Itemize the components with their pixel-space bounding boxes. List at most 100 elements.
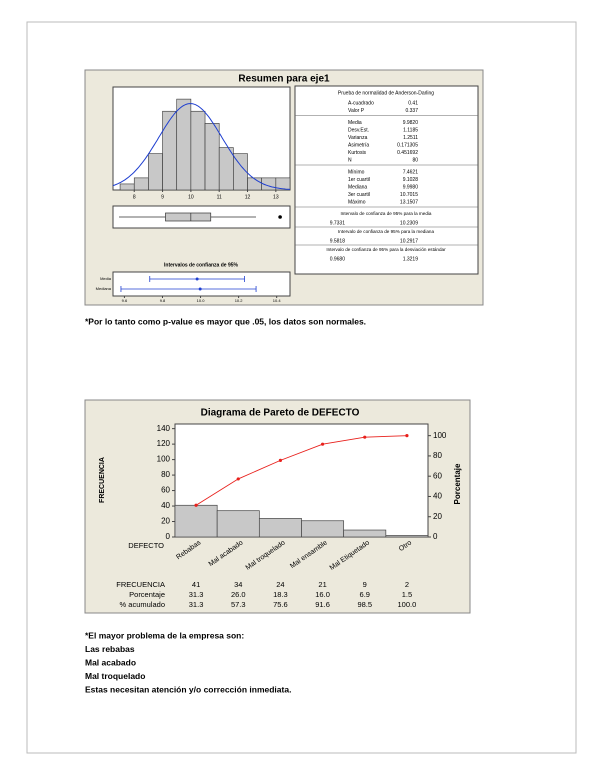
stat-label: A-cuadrado bbox=[348, 100, 374, 106]
ci-frame bbox=[112, 271, 291, 297]
stat-label: Asimetría bbox=[348, 142, 369, 148]
table-value: 26.0 bbox=[231, 590, 246, 599]
normal-curve bbox=[112, 103, 291, 190]
interval-value: 0.9680 bbox=[330, 256, 346, 262]
histogram-bar bbox=[204, 123, 220, 191]
ci-estimate bbox=[198, 287, 202, 291]
bar bbox=[258, 518, 302, 538]
stat-label: N bbox=[348, 157, 352, 163]
table-value: 41 bbox=[192, 580, 200, 589]
histogram-bar bbox=[218, 147, 234, 191]
page-frame bbox=[26, 21, 577, 754]
summary-title: Resumen para eje1 bbox=[238, 74, 330, 85]
table-value: 2 bbox=[405, 580, 409, 589]
y-tick-label: 0 bbox=[166, 532, 171, 541]
table-value: 9 bbox=[363, 580, 367, 589]
y-tick-label: 40 bbox=[161, 501, 170, 510]
stat-value: 0.41 bbox=[408, 100, 418, 106]
stat-value: 0.337 bbox=[405, 108, 418, 114]
histogram-bar bbox=[148, 153, 163, 191]
x-tick-label: 9.6 bbox=[122, 298, 128, 303]
bar bbox=[216, 510, 260, 538]
table-value: 31.3 bbox=[189, 590, 204, 599]
y-tick-label: 60 bbox=[161, 486, 170, 495]
histogram-bar bbox=[133, 177, 149, 191]
table-value: 21 bbox=[318, 580, 326, 589]
table-value: 98.5 bbox=[357, 600, 372, 609]
histogram-bar bbox=[247, 177, 262, 191]
cumulative-point bbox=[278, 458, 283, 462]
bar bbox=[385, 535, 429, 538]
stat-value: 10.7015 bbox=[400, 192, 418, 198]
stat-label: Desv.Est. bbox=[348, 127, 369, 133]
box bbox=[165, 212, 212, 222]
table-value: 91.6 bbox=[315, 600, 330, 609]
table-value: 75.6 bbox=[273, 600, 288, 609]
y-axis-label: FRECUENCIA bbox=[99, 457, 106, 503]
histogram-bar bbox=[162, 110, 178, 191]
cumulative-point bbox=[236, 477, 240, 481]
interval-label: Intervalo de confianza de 95% para la de… bbox=[326, 247, 446, 252]
table-value: 18.3 bbox=[273, 590, 288, 599]
stat-label: Mínimo bbox=[348, 169, 365, 175]
histogram-bar bbox=[119, 183, 135, 191]
x-tick-label: 10 bbox=[188, 194, 194, 200]
y-tick-label: 20 bbox=[161, 517, 170, 526]
interval-label: Intervalo de confianza de 95% para la me… bbox=[338, 229, 434, 234]
y2-axis-label: Porcentaje bbox=[453, 463, 462, 504]
stat-value: 0.451692 bbox=[397, 150, 418, 156]
stat-value: 9.9820 bbox=[403, 120, 419, 126]
y2-tick-label: 100 bbox=[433, 431, 447, 440]
x-tick-label: 10.2 bbox=[235, 298, 244, 303]
stat-label: Valor P bbox=[348, 108, 365, 114]
row-label: % acumulado bbox=[120, 600, 165, 609]
x-tick-label: 10.4 bbox=[273, 298, 282, 303]
y-tick-label: 100 bbox=[157, 455, 171, 464]
x-tick-label: 8 bbox=[133, 194, 136, 200]
y2-tick-label: 60 bbox=[433, 471, 442, 480]
x-tick-label: 13 bbox=[273, 194, 279, 200]
table-value: 6.9 bbox=[360, 590, 370, 599]
cumulative-point bbox=[194, 503, 198, 507]
table-value: 34 bbox=[234, 580, 242, 589]
stat-value: 1.2511 bbox=[403, 135, 418, 141]
x-tick-label: 9 bbox=[161, 194, 164, 200]
interval-value: 9.7331 bbox=[330, 220, 346, 226]
row-label: FRECUENCIA bbox=[116, 580, 165, 589]
x-tick-label: 12 bbox=[245, 194, 251, 200]
table-value: 16.0 bbox=[315, 590, 330, 599]
cumulative-point bbox=[320, 442, 325, 446]
row-label: Porcentaje bbox=[129, 590, 165, 599]
outlier bbox=[278, 215, 282, 219]
note-line: Mal acabado bbox=[85, 657, 136, 667]
interval-label: Intervalo de confianza de 95% para la me… bbox=[341, 211, 432, 216]
x-tick-label: 10.0 bbox=[197, 298, 206, 303]
ci-title: Intervalos de confianza de 95% bbox=[164, 262, 238, 268]
x-tick-label: 11 bbox=[217, 194, 222, 200]
table-value: 57.3 bbox=[231, 600, 246, 609]
table-value: 31.3 bbox=[189, 600, 204, 609]
stat-label: Media bbox=[348, 120, 362, 126]
stat-label: 3er cuartil bbox=[348, 192, 370, 198]
bar bbox=[301, 520, 345, 538]
interval-value: 1.3219 bbox=[403, 256, 419, 262]
pareto-title: Diagrama de Pareto de DEFECTO bbox=[201, 408, 360, 419]
stat-value: 1.1185 bbox=[403, 127, 418, 133]
y-tick-label: 120 bbox=[157, 439, 171, 448]
stat-label: Máximo bbox=[348, 199, 366, 205]
y2-tick-label: 0 bbox=[433, 532, 438, 541]
stat-value: 0.171305 bbox=[397, 142, 418, 148]
stat-label: Kurtosis bbox=[348, 150, 367, 156]
y2-tick-label: 20 bbox=[433, 512, 442, 521]
y-tick-label: 140 bbox=[157, 424, 171, 433]
stat-label: 1er cuartil bbox=[348, 177, 370, 183]
note-line: Mal troquelado bbox=[85, 671, 145, 681]
x-axis-label: DEFECTO bbox=[128, 541, 164, 550]
cumulative-line bbox=[195, 435, 407, 506]
stat-value: 7.4621 bbox=[403, 169, 419, 175]
x-tick-label: 9.8 bbox=[160, 298, 166, 303]
row-label: Mediana bbox=[96, 286, 112, 291]
interval-value: 9.5818 bbox=[330, 238, 346, 244]
cumulative-point bbox=[363, 435, 367, 439]
